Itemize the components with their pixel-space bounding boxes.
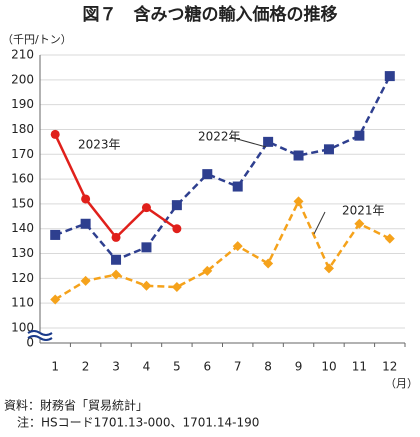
note: 注：HSコード1701.13-000、1701.14-190 <box>17 415 259 430</box>
x-tick-label: 10 <box>321 360 336 374</box>
x-tick-label: 6 <box>203 360 211 374</box>
axis-break <box>27 335 53 341</box>
x-tick-label: 1 <box>51 360 59 374</box>
marker <box>141 242 152 253</box>
marker <box>263 258 274 269</box>
x-unit: （月） <box>385 377 418 390</box>
series-line <box>54 198 391 301</box>
marker <box>50 129 60 139</box>
marker <box>293 196 304 207</box>
marker <box>50 229 61 240</box>
x-tick-label: 2 <box>82 360 90 374</box>
series-line <box>54 75 391 262</box>
marker <box>80 218 91 229</box>
marker <box>202 169 213 180</box>
marker <box>111 254 122 265</box>
series-label: 2023年 <box>78 138 121 152</box>
y-unit: （千円/トン） <box>2 33 72 46</box>
marker <box>263 136 274 147</box>
axis-break <box>27 330 53 336</box>
marker <box>111 269 122 280</box>
leader-line <box>313 211 326 235</box>
x-tick-label: 5 <box>173 360 181 374</box>
marker <box>293 150 304 161</box>
x-tick-label: 4 <box>143 360 151 374</box>
y-tick-label: 130 <box>11 246 34 260</box>
y-tick-label: 150 <box>11 196 34 210</box>
marker <box>354 218 365 229</box>
marker <box>232 181 243 192</box>
marker <box>384 233 395 244</box>
x-tick-label: 9 <box>295 360 303 374</box>
marker <box>81 194 91 204</box>
marker <box>171 282 182 293</box>
y-tick-label: 180 <box>11 122 34 136</box>
marker <box>80 275 91 286</box>
marker <box>202 265 213 276</box>
y-tick-label: 190 <box>11 97 34 111</box>
x-tick-label: 8 <box>264 360 272 374</box>
marker <box>354 130 365 141</box>
marker <box>141 280 152 291</box>
chart-title: 図７ 含みつ糖の輸入価格の推移 <box>83 4 338 25</box>
x-tick-label: 12 <box>382 360 397 374</box>
marker <box>172 224 182 234</box>
y-tick-label: 110 <box>11 296 34 310</box>
y-tick-label: 160 <box>11 172 34 186</box>
marker <box>171 200 182 211</box>
leader-line <box>229 136 267 148</box>
y-tick-label: 200 <box>11 72 34 86</box>
marker <box>384 71 395 82</box>
marker <box>111 232 121 242</box>
y-tick-label: 100 <box>11 321 34 335</box>
x-tick-label: 3 <box>112 360 120 374</box>
marker <box>323 144 334 155</box>
y-tick-label: 140 <box>11 221 34 235</box>
y-tick-label: 120 <box>11 271 34 285</box>
series-label: 2021年 <box>342 204 385 218</box>
series-label: 2022年 <box>198 130 241 144</box>
x-tick-label: 7 <box>234 360 242 374</box>
marker <box>232 241 243 252</box>
marker <box>141 203 151 213</box>
y-tick-label: 0 <box>26 336 34 350</box>
note: 資料：財務省「貿易統計」 <box>4 398 148 413</box>
y-tick-label: 210 <box>11 48 34 62</box>
y-tick-label: 170 <box>11 147 34 161</box>
x-tick-label: 11 <box>352 360 367 374</box>
marker <box>50 294 61 305</box>
marker <box>323 263 334 274</box>
